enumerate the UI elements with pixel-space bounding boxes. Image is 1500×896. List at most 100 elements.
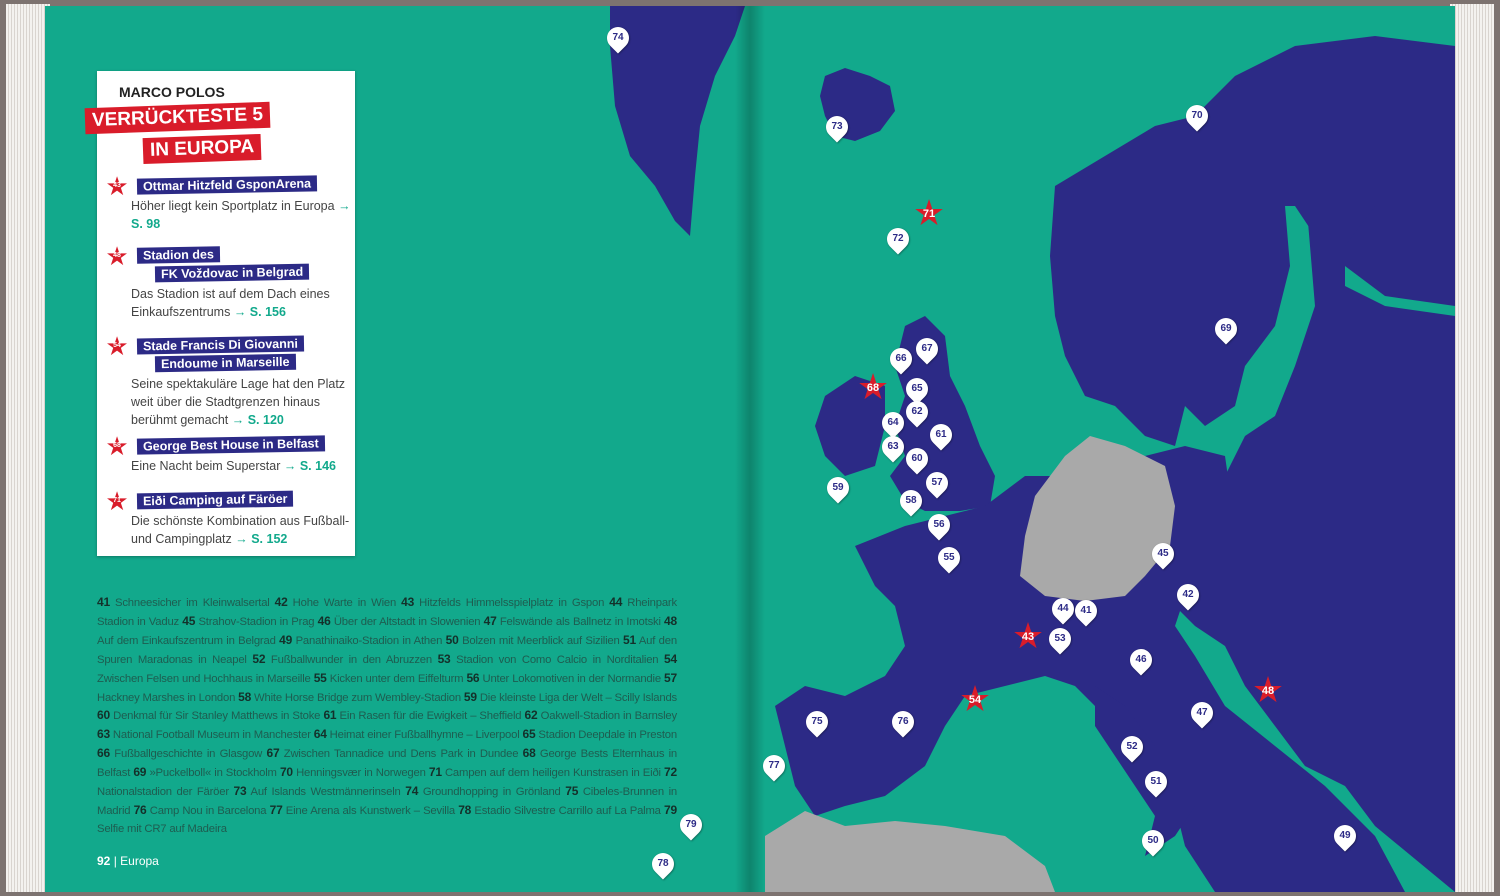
legend-number: 72 bbox=[664, 765, 677, 780]
pin-number: 61 bbox=[935, 429, 947, 440]
star-number: 71 bbox=[922, 208, 936, 220]
page-stack-left bbox=[6, 4, 50, 892]
map-star-icon[interactable]: ★ 68 bbox=[856, 366, 890, 407]
map-star-icon[interactable]: ★ 43 bbox=[1011, 615, 1045, 656]
legend-text: Die kleinste Liga der Welt – Scilly Isla… bbox=[479, 691, 677, 704]
map-pin-icon[interactable]: 70 bbox=[1181, 100, 1213, 132]
description-text: Seine spektakuläre Lage hat den Platz we… bbox=[131, 377, 346, 427]
map-pin-icon[interactable]: 45 bbox=[1147, 538, 1179, 570]
box-title-line1: VERRÜCKTESTE 5 bbox=[84, 101, 271, 135]
legend-text: Camp Nou in Barcelona bbox=[149, 804, 267, 817]
legend-number: 54 bbox=[664, 651, 677, 666]
page-reference[interactable]: → S. 98 bbox=[131, 199, 351, 231]
pin-number: 45 bbox=[1157, 548, 1169, 559]
map-pin-icon[interactable]: 51 bbox=[1140, 766, 1172, 798]
legend-number: 62 bbox=[524, 708, 538, 723]
highlight-item: ★ 48 Stadion des FK Voždovac in Belgrad Das … bbox=[97, 241, 355, 321]
map-pin-icon[interactable]: 49 bbox=[1329, 820, 1361, 852]
map-star-icon[interactable]: ★ 54 bbox=[958, 678, 992, 719]
map-pin-icon[interactable]: 75 bbox=[801, 706, 833, 738]
scandinavia bbox=[1050, 36, 1455, 446]
title-line: Stadion des bbox=[97, 246, 355, 264]
legend-number: 70 bbox=[279, 765, 293, 780]
map-pin-icon[interactable]: 64 bbox=[877, 407, 909, 439]
pin-number: 47 bbox=[1196, 707, 1208, 718]
page-reference[interactable]: → S. 152 bbox=[235, 532, 288, 546]
map-pin-icon[interactable]: 77 bbox=[758, 750, 790, 782]
title-line: George Best House in Belfast bbox=[97, 435, 355, 455]
highlight-description: Seine spektakuläre Lage hat den Platz we… bbox=[131, 375, 355, 429]
map-pin-icon[interactable]: 69 bbox=[1210, 313, 1242, 345]
map-pin-icon[interactable]: 56 bbox=[923, 509, 955, 541]
map-pin-icon[interactable]: 58 bbox=[895, 485, 927, 517]
legend-number: 77 bbox=[269, 802, 283, 817]
legend-number: 68 bbox=[522, 746, 536, 761]
highlights-box: MARCO POLOS VERRÜCKTESTE 5 IN EUROPA ★ 43… bbox=[84, 71, 355, 556]
map-pin-icon[interactable]: 42 bbox=[1172, 579, 1204, 611]
legend-number: 45 bbox=[182, 613, 196, 628]
page-reference[interactable]: → S. 120 bbox=[231, 413, 284, 427]
map-pin-icon[interactable]: 47 bbox=[1186, 697, 1218, 729]
highlight-item: ★ 54 Stade Francis Di Giovanni Endoume in M… bbox=[97, 331, 355, 429]
map-star-icon[interactable]: ★ 71 bbox=[912, 192, 946, 233]
map-pin-icon[interactable]: 52 bbox=[1116, 731, 1148, 763]
legend-number: 65 bbox=[522, 727, 536, 742]
map-pin-icon[interactable]: 55 bbox=[933, 542, 965, 574]
star-number: 54 bbox=[968, 694, 982, 706]
highlight-description: Die schönste Kombination aus Fußball- un… bbox=[131, 512, 355, 548]
map-pin-icon[interactable]: 67 bbox=[911, 333, 943, 365]
pin-number: 79 bbox=[685, 819, 697, 830]
legend-number: 60 bbox=[97, 708, 110, 723]
pin-number: 44 bbox=[1057, 603, 1069, 614]
map-pin-icon[interactable]: 57 bbox=[921, 467, 953, 499]
map-pin-icon[interactable]: 59 bbox=[822, 472, 854, 504]
map-pin-icon[interactable]: 72 bbox=[882, 223, 914, 255]
pin-number: 53 bbox=[1054, 633, 1066, 644]
legend-text: George Bests Elternhaus in Belfast bbox=[97, 748, 677, 780]
map-pin-icon[interactable]: 60 bbox=[901, 443, 933, 475]
title-line: FK Voždovac in Belgrad bbox=[97, 263, 355, 283]
map-pin-icon[interactable]: 78 bbox=[647, 848, 679, 880]
title-line: Eiði Camping auf Färöer bbox=[97, 490, 355, 510]
pin-number: 58 bbox=[905, 495, 917, 506]
page-reference[interactable]: → S. 146 bbox=[283, 459, 336, 473]
highlight-title: George Best House in Belfast bbox=[136, 435, 325, 455]
map-pin-icon[interactable]: 50 bbox=[1137, 825, 1169, 857]
pin-number: 49 bbox=[1339, 830, 1351, 841]
map-pin-icon[interactable]: 62 bbox=[901, 396, 933, 428]
map-pin-icon[interactable]: 74 bbox=[602, 22, 634, 54]
map-pin-icon[interactable]: 76 bbox=[887, 706, 919, 738]
legend-number: 59 bbox=[463, 689, 477, 704]
pin-number: 51 bbox=[1150, 776, 1162, 787]
italy bbox=[1095, 686, 1195, 856]
page-reference[interactable]: → S. 156 bbox=[233, 305, 286, 319]
map-pin-icon[interactable]: 46 bbox=[1125, 644, 1157, 676]
pin-number: 66 bbox=[895, 353, 907, 364]
legend-text: Schneesicher im Kleinwalsertal bbox=[115, 597, 270, 609]
map-pin-icon[interactable]: 53 bbox=[1044, 623, 1076, 655]
pin-number: 42 bbox=[1182, 589, 1194, 600]
legend-number: 71 bbox=[428, 765, 442, 780]
map-star-icon[interactable]: ★ 48 bbox=[1251, 669, 1285, 710]
map-pin-icon[interactable]: 79 bbox=[675, 809, 707, 841]
legend-text: Ein Rasen für die Ewigkeit – Sheffield bbox=[339, 710, 522, 723]
map-pin-icon[interactable]: 66 bbox=[885, 343, 917, 375]
star-icon: ★ 48 bbox=[105, 241, 129, 271]
map-pin-icon[interactable]: 61 bbox=[925, 419, 957, 451]
pin-number: 63 bbox=[887, 441, 899, 452]
map-pin-icon[interactable]: 73 bbox=[821, 111, 853, 143]
greenland bbox=[610, 6, 745, 236]
legend-text: Felswände als Ballnetz in Imotski bbox=[499, 615, 661, 628]
page-footer: 92 | Europa bbox=[97, 854, 159, 868]
pin-number: 56 bbox=[933, 519, 945, 530]
pin-number: 62 bbox=[911, 406, 923, 417]
star-icon: ★ 54 bbox=[105, 331, 129, 361]
legend-number: 67 bbox=[266, 746, 280, 761]
legend-text: Hackney Marshes in London bbox=[97, 691, 236, 704]
map-pin-icon[interactable]: 41 bbox=[1070, 595, 1102, 627]
pin-number: 55 bbox=[943, 552, 955, 563]
legend-text: Auf dem Einkaufszentrum in Belgrad bbox=[97, 634, 276, 647]
legend-text: Unter Lokomotiven in der Normandie bbox=[482, 672, 661, 685]
map-pin-icon[interactable]: 63 bbox=[877, 431, 909, 463]
legend-text: Auf den Spuren Maradonas in Neapel bbox=[97, 634, 677, 666]
